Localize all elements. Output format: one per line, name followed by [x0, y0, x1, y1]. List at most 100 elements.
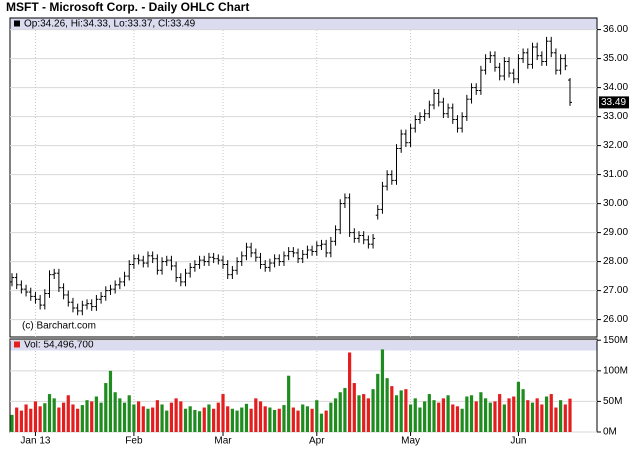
x-tick-label: Jun [510, 436, 526, 447]
volume-bar [212, 408, 216, 432]
volume-bar [85, 400, 89, 432]
y-tick-label: 50M [603, 396, 622, 407]
volume-bar [249, 408, 253, 432]
volume-bar [66, 395, 70, 432]
volume-bar [29, 408, 33, 432]
volume-bar [319, 413, 324, 432]
y-tick-label: 34.00 [603, 82, 628, 93]
volume-bar [366, 398, 370, 432]
volume-bar [437, 402, 441, 432]
volume-bar [455, 406, 460, 432]
volume-bar [230, 408, 234, 432]
volume-bar [460, 408, 464, 432]
price-legend-band [10, 18, 597, 30]
volume-bar [324, 410, 328, 432]
volume-bar [90, 401, 94, 432]
volume-bar [394, 395, 399, 432]
volume-bar [371, 389, 375, 432]
volume-bar [165, 410, 169, 432]
volume-bar [122, 402, 127, 432]
y-tick-label: 0M [603, 427, 617, 438]
volume-bar [310, 408, 314, 432]
volume-bar [268, 407, 272, 432]
y-tick-label: 33.00 [603, 111, 628, 122]
volume-bar [413, 398, 417, 432]
volume-bar [498, 394, 502, 432]
volume-bar [474, 401, 478, 432]
y-tick-label: 28.00 [603, 256, 628, 267]
volume-bar [291, 407, 295, 432]
volume-bar [535, 398, 539, 432]
volume-bar [240, 407, 244, 432]
volume-bar [127, 395, 131, 432]
volume-bar [479, 392, 483, 432]
volume-bar [244, 403, 249, 432]
volume-legend-swatch [14, 341, 20, 348]
volume-bar [226, 406, 230, 432]
volume-bar [380, 349, 385, 432]
volume-bar [563, 404, 567, 432]
volume-bar [502, 404, 506, 432]
volume-bar [287, 375, 291, 432]
volume-bar [197, 411, 202, 432]
y-tick-label: 26.00 [603, 314, 628, 325]
volume-bar [38, 406, 42, 432]
volume-bar [296, 410, 300, 432]
chart-title: MSFT - Microsoft Corp. - Daily OHLC Char… [6, 0, 249, 14]
volume-bar [71, 404, 75, 432]
volume-bar [33, 401, 38, 432]
volume-bar [202, 407, 206, 432]
volume-bar [357, 395, 361, 432]
volume-bar [47, 394, 52, 432]
volume-bar [183, 408, 188, 432]
volume-bar [104, 383, 108, 432]
y-tick-label: 35.00 [603, 53, 628, 64]
volume-bar [108, 370, 113, 432]
volume-bar [277, 408, 281, 432]
volume-bar [408, 404, 413, 432]
volume-bar [338, 392, 342, 432]
volume-bar [272, 409, 277, 432]
volume-bar [554, 407, 558, 432]
volume-bar [362, 394, 366, 432]
volume-bar [15, 407, 19, 432]
y-tick-label: 29.00 [603, 227, 628, 238]
volume-bar [521, 389, 525, 432]
volume-bar [76, 408, 80, 432]
credit: (c) Barchart.com [22, 321, 96, 332]
volume-bar [160, 404, 164, 432]
volume-bar [446, 395, 450, 432]
volume-legend: Vol: 54,496,700 [24, 340, 94, 351]
volume-bar [512, 396, 516, 432]
volume-bar [174, 398, 178, 432]
volume-bar [99, 402, 103, 432]
price-legend: Op:34.26, Hi:34.33, Lo:33.37, Cl:33.49 [24, 19, 196, 30]
volume-bar [540, 404, 544, 432]
x-tick-label: May [401, 436, 420, 447]
volume-bar [118, 398, 122, 432]
volume-bar [207, 404, 211, 432]
volume-bar [348, 352, 352, 432]
volume-bar [469, 395, 474, 432]
volume-bar [376, 373, 380, 432]
volume-bar [216, 402, 220, 432]
x-tick-label: Jan 13 [20, 436, 50, 447]
volume-bar [352, 383, 356, 432]
volume-bar [258, 401, 263, 432]
price-legend-swatch [14, 20, 20, 27]
volume-bar [155, 400, 159, 432]
y-tick-label: 36.00 [603, 24, 628, 35]
volume-bar [399, 390, 403, 432]
volume-bar [132, 404, 136, 432]
volume-bar [516, 381, 521, 432]
volume-bar [333, 398, 338, 432]
volume-bar [301, 404, 305, 432]
y-tick-label: 150M [603, 335, 628, 346]
x-tick-label: Apr [309, 436, 325, 447]
volume-bar [24, 404, 28, 432]
volume-bar [404, 389, 408, 432]
y-tick-label: 32.00 [603, 140, 628, 151]
volume-bar [441, 398, 445, 432]
y-tick-label: 27.00 [603, 285, 628, 296]
